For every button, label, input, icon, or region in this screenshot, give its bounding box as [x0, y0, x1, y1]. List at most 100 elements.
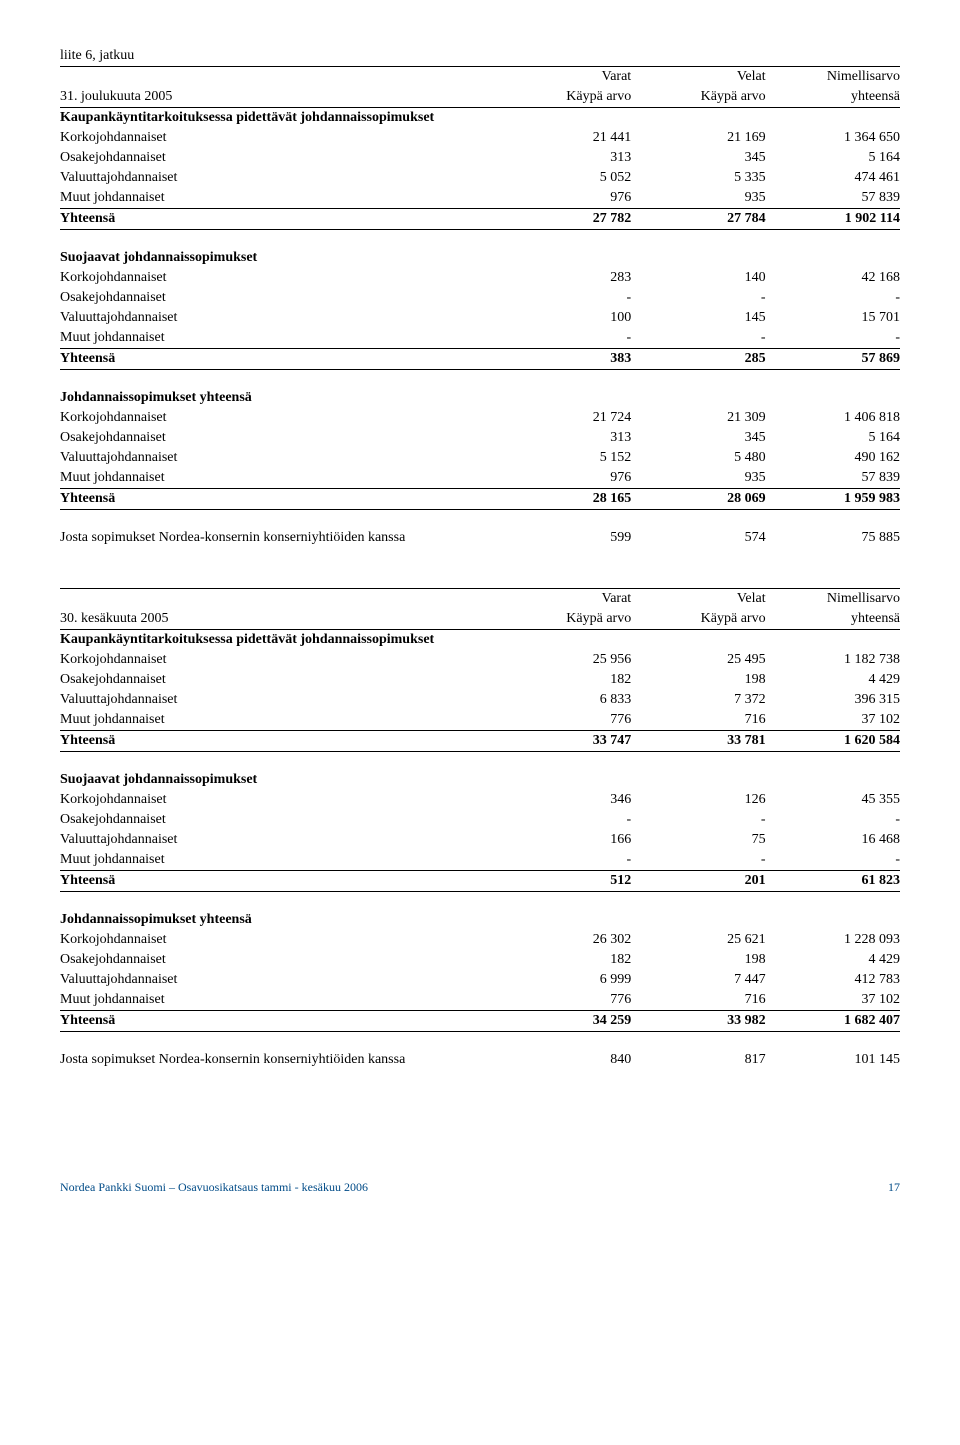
row-value: 935 — [631, 468, 765, 489]
row-label: Osakejohdannaiset — [60, 670, 497, 690]
row-value: 37 102 — [766, 990, 900, 1011]
total-value: 27 782 — [497, 209, 631, 230]
row-value: 345 — [631, 428, 765, 448]
footnote-value: 574 — [631, 528, 765, 548]
section-title: Suojaavat johdannaissopimukset — [60, 770, 900, 790]
row-label: Muut johdannaiset — [60, 850, 497, 871]
total-value: 28 069 — [631, 489, 765, 510]
row-value: 7 447 — [631, 970, 765, 990]
row-value: - — [631, 810, 765, 830]
row-label: Korkojohdannaiset — [60, 790, 497, 810]
row-value: - — [497, 288, 631, 308]
row-label: Korkojohdannaiset — [60, 650, 497, 670]
row-value: 935 — [631, 188, 765, 209]
total-value: 512 — [497, 871, 631, 892]
row-label: Valuuttajohdannaiset — [60, 308, 497, 328]
row-label: Muut johdannaiset — [60, 990, 497, 1011]
row-value: 4 429 — [766, 950, 900, 970]
footer-left: Nordea Pankki Suomi – Osavuosikatsaus ta… — [60, 1180, 368, 1195]
page-footer: Nordea Pankki Suomi – Osavuosikatsaus ta… — [60, 1180, 900, 1195]
total-value: 34 259 — [497, 1011, 631, 1032]
row-value: 7 372 — [631, 690, 765, 710]
row-value: - — [766, 810, 900, 830]
total-label: Yhteensä — [60, 1011, 497, 1032]
row-value: 1 406 818 — [766, 408, 900, 428]
row-value: 490 162 — [766, 448, 900, 468]
header-date: 30. kesäkuuta 2005 — [60, 609, 497, 630]
header-varat: Varat — [497, 67, 631, 88]
row-value: 57 839 — [766, 188, 900, 209]
row-value: 42 168 — [766, 268, 900, 288]
row-label: Muut johdannaiset — [60, 710, 497, 731]
row-value: 5 152 — [497, 448, 631, 468]
footnote-label: Josta sopimukset Nordea-konsernin konser… — [60, 1050, 497, 1070]
header-empty — [60, 67, 497, 88]
row-value: 25 495 — [631, 650, 765, 670]
row-value: 45 355 — [766, 790, 900, 810]
row-value: 346 — [497, 790, 631, 810]
row-value: 4 429 — [766, 670, 900, 690]
footnote-value: 599 — [497, 528, 631, 548]
total-value: 1 620 584 — [766, 731, 900, 752]
row-label: Valuuttajohdannaiset — [60, 690, 497, 710]
row-value: 37 102 — [766, 710, 900, 731]
row-value: 21 309 — [631, 408, 765, 428]
row-value: 100 — [497, 308, 631, 328]
row-value: 5 335 — [631, 168, 765, 188]
row-label: Korkojohdannaiset — [60, 930, 497, 950]
row-value: 140 — [631, 268, 765, 288]
row-value: 716 — [631, 710, 765, 731]
row-value: 166 — [497, 830, 631, 850]
row-label: Muut johdannaiset — [60, 328, 497, 349]
row-value: - — [766, 850, 900, 871]
total-value: 1 902 114 — [766, 209, 900, 230]
row-value: 26 302 — [497, 930, 631, 950]
row-value: 396 315 — [766, 690, 900, 710]
header-nimellis: Nimellisarvo — [766, 589, 900, 610]
total-label: Yhteensä — [60, 209, 497, 230]
row-value: 1 228 093 — [766, 930, 900, 950]
total-value: 33 781 — [631, 731, 765, 752]
total-value: 33 982 — [631, 1011, 765, 1032]
header-empty — [60, 589, 497, 610]
total-value: 285 — [631, 349, 765, 370]
footnote-value: 75 885 — [766, 528, 900, 548]
header-kaypa: Käypä arvo — [497, 609, 631, 630]
row-value: 182 — [497, 670, 631, 690]
row-value: 976 — [497, 468, 631, 489]
total-value: 27 784 — [631, 209, 765, 230]
row-label: Osakejohdannaiset — [60, 148, 497, 168]
row-value: 126 — [631, 790, 765, 810]
section-title: Kaupankäyntitarkoituksessa pidettävät jo… — [60, 630, 900, 651]
header-yhteensa: yhteensä — [766, 87, 900, 108]
row-value: - — [631, 328, 765, 349]
footnote-value: 840 — [497, 1050, 631, 1070]
total-value: 201 — [631, 871, 765, 892]
row-value: 57 839 — [766, 468, 900, 489]
row-label: Valuuttajohdannaiset — [60, 448, 497, 468]
row-value: 21 724 — [497, 408, 631, 428]
row-value: - — [766, 328, 900, 349]
header-date: 31. joulukuuta 2005 — [60, 87, 497, 108]
total-label: Yhteensä — [60, 871, 497, 892]
row-label: Korkojohdannaiset — [60, 408, 497, 428]
row-value: 412 783 — [766, 970, 900, 990]
total-label: Yhteensä — [60, 349, 497, 370]
row-value: 25 956 — [497, 650, 631, 670]
footnote-value: 817 — [631, 1050, 765, 1070]
footer-page-number: 17 — [888, 1180, 900, 1195]
total-value: 1 682 407 — [766, 1011, 900, 1032]
page-title: liite 6, jatkuu — [60, 48, 900, 64]
row-value: 1 182 738 — [766, 650, 900, 670]
row-value: 5 480 — [631, 448, 765, 468]
row-value: 716 — [631, 990, 765, 1011]
footnote-label: Josta sopimukset Nordea-konsernin konser… — [60, 528, 497, 548]
row-value: - — [497, 850, 631, 871]
row-value: 6 999 — [497, 970, 631, 990]
row-label: Osakejohdannaiset — [60, 428, 497, 448]
section-title: Johdannaissopimukset yhteensä — [60, 910, 900, 930]
row-value: 182 — [497, 950, 631, 970]
header-kaypa: Käypä arvo — [631, 609, 765, 630]
row-value: 16 468 — [766, 830, 900, 850]
row-value: 976 — [497, 188, 631, 209]
